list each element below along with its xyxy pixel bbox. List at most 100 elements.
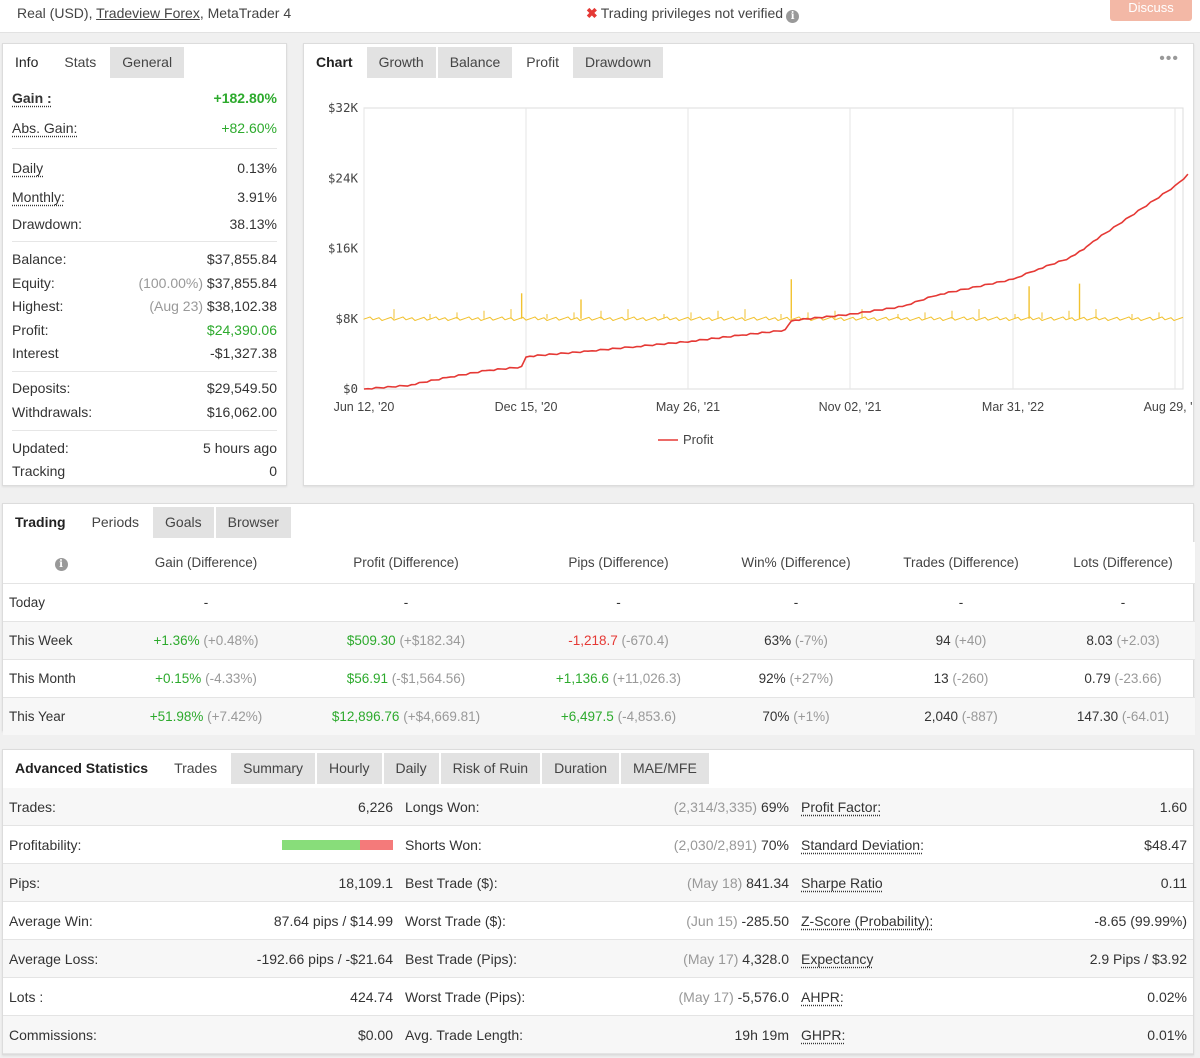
stat-label[interactable]: AHPR: [801, 988, 844, 1005]
stat-label[interactable]: Profit Factor: [801, 798, 882, 815]
stat-label: Equity: [12, 275, 55, 291]
stat-row-highest: Highest: (Aug 23) $38,102.38 [12, 296, 277, 316]
column-header-trades-difference[interactable]: Trades (Difference) [871, 542, 1051, 584]
tab-summary[interactable]: Summary [231, 753, 316, 784]
stat-label[interactable]: GHPR: [801, 1026, 846, 1043]
stat-value-wrap: $29,549.50 [207, 380, 277, 396]
cell-gain-difference: +51.98% (+7.42%) [116, 697, 296, 735]
stat-value-wrap: (Aug 23) $38,102.38 [149, 298, 277, 314]
stat-label[interactable]: Abs. Gain: [12, 120, 78, 136]
column-header-win-difference[interactable]: Win% (Difference) [721, 542, 871, 584]
broker-link[interactable]: Tradeview Forex [96, 5, 200, 21]
tab-trades[interactable]: Trades [162, 753, 230, 784]
stat-value-wrap: 2.9 Pips / $3.92 [1090, 951, 1187, 967]
tab-info[interactable]: Info [3, 47, 51, 78]
tab-goals[interactable]: Goals [153, 507, 214, 538]
platform-label: , MetaTrader 4 [199, 5, 292, 21]
stat-label: Commissions: [9, 1026, 97, 1043]
stat-value-wrap: 0.02% [1147, 989, 1187, 1005]
column-header-lots-difference[interactable]: Lots (Difference) [1051, 542, 1195, 584]
stat-value: +182.80% [213, 90, 277, 106]
stat-row-deposits: Deposits: $29,549.50 [12, 378, 277, 398]
stat-value-wrap: $16,062.00 [207, 404, 277, 420]
tab-mae-mfe[interactable]: MAE/MFE [621, 753, 709, 784]
period-label: This Month [3, 659, 116, 698]
info-icon[interactable]: i [786, 10, 800, 23]
stat-label[interactable]: Monthly: [12, 189, 65, 205]
stat-label[interactable]: Standard Deviation: [801, 836, 924, 853]
tab-hourly[interactable]: Hourly [317, 753, 382, 784]
trading-panel: Trading Periods Goals Browser i Gain (Dif… [2, 503, 1195, 735]
stat-note: (Jun 15) [686, 912, 738, 929]
tab-periods[interactable]: Periods [79, 507, 152, 538]
stat-value: 0 [269, 463, 277, 479]
stat-label: Interest [12, 345, 59, 361]
divider [12, 430, 277, 431]
tab-advanced-statistics[interactable]: Advanced Statistics [3, 753, 161, 784]
stat-label[interactable]: Gain : [12, 90, 52, 106]
info-panel: Info Stats General Gain : +182.80% Abs. Ga… [2, 43, 287, 486]
tab-profit[interactable]: Profit [514, 47, 571, 78]
stat-label[interactable]: Daily [12, 160, 44, 176]
stat-row-profitability: Profitability: [3, 826, 399, 864]
stat-value: 38.13% [229, 216, 277, 232]
tab-risk-of-ruin[interactable]: Risk of Ruin [440, 753, 541, 784]
tab-trading[interactable]: Trading [3, 507, 78, 538]
period-label: This Year [3, 697, 116, 735]
advanced-statistics-panel: Advanced Statistics Trades Summary Hourly Da… [2, 749, 1194, 1055]
column-header-pips-difference[interactable]: Pips (Difference) [516, 542, 721, 584]
stat-value: 1.60 [1159, 798, 1187, 815]
stat-label[interactable]: Expectancy [801, 950, 874, 967]
account-type: Real (USD), [17, 5, 97, 21]
stat-label: Lots : [9, 988, 44, 1005]
stat-value-wrap: 19h 19m [735, 1027, 789, 1043]
stat-row-updated: Updated: 5 hours ago [12, 438, 277, 458]
tab-general[interactable]: General [110, 47, 185, 78]
stat-label: Trades: [9, 798, 56, 815]
period-row-this-week: This Week +1.36% (+0.48%) $509.30 (+$182.3… [3, 621, 1195, 660]
stat-label[interactable]: Z-Score (Probability): [801, 912, 934, 929]
cell-difference: (-$1,564.56) [391, 670, 466, 686]
stat-label[interactable]: Sharpe Ratio [801, 874, 883, 891]
stat-value-wrap: (2,030/2,891) 70% [674, 837, 789, 853]
y-tick-label: $16K [328, 241, 359, 256]
tab-chart[interactable]: Chart [304, 47, 365, 78]
cell-difference: (+0.48%) [203, 632, 259, 648]
cell-value: +1.36% [153, 632, 200, 648]
stat-label: Longs Won: [405, 798, 480, 815]
divider [12, 148, 277, 149]
cell-difference: (+1%) [793, 708, 830, 724]
tab-growth[interactable]: Growth [366, 47, 436, 78]
cell-win-difference: - [721, 583, 871, 622]
cell-difference: (+$4,669.81) [403, 708, 481, 724]
stat-row-sharpe-ratio: Sharpe Ratio 0.11 [795, 864, 1193, 902]
discuss-button[interactable]: Discuss [1110, 0, 1192, 21]
column-header-profit-difference[interactable]: Profit (Difference) [296, 542, 516, 584]
tab-balance[interactable]: Balance [437, 47, 513, 78]
stat-label: Drawdown: [12, 216, 83, 232]
y-tick-label: $24K [328, 170, 359, 185]
cell-value: +51.98% [149, 708, 204, 724]
tab-drawdown[interactable]: Drawdown [572, 47, 664, 78]
tab-stats[interactable]: Stats [52, 47, 109, 78]
tab-browser[interactable]: Browser [215, 507, 291, 538]
info-tabs: Info Stats General [3, 44, 185, 78]
stats-column-3: Profit Factor: 1.60 Standard Deviation: $48… [795, 788, 1193, 1054]
stat-value-wrap: 0.11 [1161, 875, 1187, 891]
tab-daily[interactable]: Daily [383, 753, 439, 784]
cell-difference: (-887) [961, 708, 998, 724]
period-label: Today [3, 583, 116, 622]
stat-value: 0.11 [1160, 874, 1187, 891]
tab-duration[interactable]: Duration [542, 753, 620, 784]
column-header-gain-difference[interactable]: Gain (Difference) [116, 542, 296, 584]
stat-value-wrap: $24,390.06 [207, 322, 277, 338]
cell-value: 70% [762, 708, 790, 724]
advanced-tabs: Advanced Statistics Trades Summary Hourly Da… [3, 750, 709, 784]
info-icon[interactable]: i [54, 557, 68, 571]
legend-label-profit[interactable]: Profit [683, 432, 714, 447]
cell-difference: (-670.4) [621, 632, 669, 648]
stat-value-wrap: 3.91% [237, 189, 277, 205]
cell-value: 147.30 [1076, 708, 1119, 724]
more-options-icon[interactable]: ••• [1159, 50, 1179, 67]
x-tick-label: May 26, '21 [656, 400, 720, 414]
